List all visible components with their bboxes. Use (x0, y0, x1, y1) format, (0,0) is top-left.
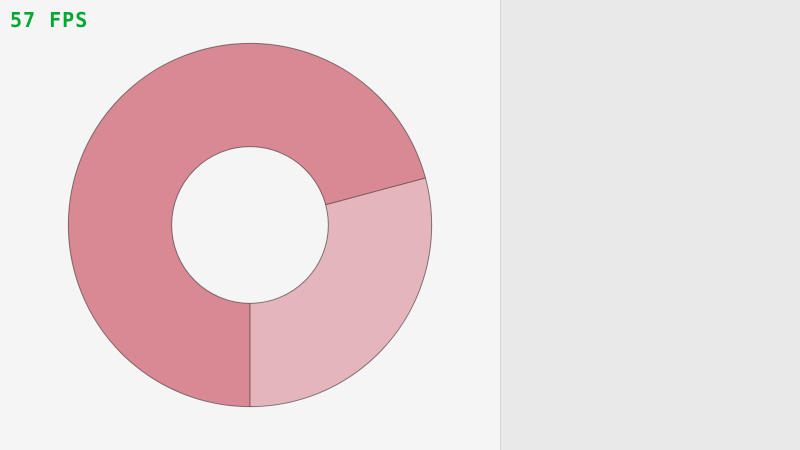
ring-canvas (67, 42, 433, 408)
ring-inner-line (171, 146, 329, 304)
fps-counter: 57 FPS (10, 8, 89, 32)
ring-outer-line (67, 42, 433, 408)
controls-panel: StartAngle -255.00 EndAngle 360.00 Inner… (500, 0, 800, 450)
ring-light-sector (250, 177, 432, 407)
ring-end-edge-line (325, 177, 426, 206)
